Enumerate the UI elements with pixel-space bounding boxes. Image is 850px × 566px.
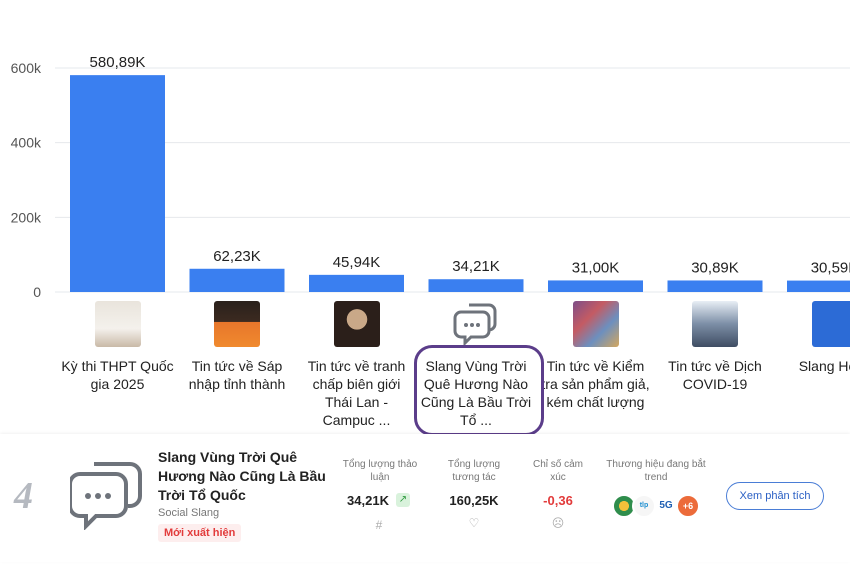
bar[interactable]	[787, 280, 850, 292]
y-tick-label: 600k	[11, 60, 42, 76]
topic-title: Slang Vùng Trời Quê Hương Nào Cũng Là Bầ…	[158, 449, 326, 503]
trend-up-icon: ↗	[396, 493, 410, 507]
y-axis-ticks: 600k 400k 200k 0	[11, 60, 42, 300]
new-badge: Mới xuất hiện	[158, 524, 242, 542]
detail-panel: 4 Slang Vùng Trời Quê Hương Nào Cũng Là …	[0, 434, 850, 562]
category-item[interactable]: Tin tức về Kiểm tra sản phẩm giả, kém ch…	[538, 296, 654, 411]
bar-chart: 600k 400k 200k 0 580,89K 62,23K 45,94K 34,21K 3…	[11, 54, 850, 300]
selected-category-highlight	[414, 345, 544, 436]
discussion-value: 34,21K	[347, 493, 389, 508]
category-item[interactable]: Tin tức về Sáp nhập tỉnh thành	[179, 296, 295, 393]
bar[interactable]	[189, 268, 285, 292]
brands-more-count: +6	[676, 494, 700, 518]
interaction-label: Tổng lượng tương tác	[447, 459, 501, 483]
heart-icon: ♡	[468, 516, 480, 530]
category-thumbnail	[811, 301, 850, 347]
category-item[interactable]: Kỳ thi THPT Quốc gia 2025	[60, 296, 176, 393]
hashtag-icon: #	[375, 518, 383, 532]
bar-value-label: 30,89K	[691, 259, 739, 276]
category-item[interactable]: Tin tức về Dịch COVID-19	[657, 296, 773, 393]
bar[interactable]	[428, 279, 524, 292]
bar-value-label: 30,59K	[811, 260, 850, 277]
category-label: Slang Vùng Trời Quê Hương Nào Cũng Là Bầ…	[420, 358, 532, 428]
interaction-value: 160,25K	[449, 493, 499, 508]
bar[interactable]	[309, 274, 404, 292]
category-label: Tin tức về tranh chấp biên giới Thái Lan…	[307, 358, 406, 428]
category-thumbnail	[333, 301, 380, 347]
brand-logo-2: tlp	[632, 494, 656, 518]
brands-label: Thương hiệu đang bắt trend	[606, 459, 706, 483]
category-label: Tin tức về Dịch COVID-19	[668, 358, 762, 392]
brand-logo-5g: 5G	[654, 494, 678, 518]
category-item[interactable]: Tin tức về tranh chấp biên giới Thái Lan…	[299, 296, 415, 429]
bar[interactable]	[667, 280, 763, 292]
view-analysis-button[interactable]: Xem phân tích	[726, 482, 824, 510]
discussion-label: Tổng lượng thảo luận	[342, 459, 418, 483]
chat-bubbles-icon	[68, 458, 142, 531]
bar-value-label: 580,89K	[90, 54, 146, 71]
bar-value-label: 34,21K	[452, 258, 500, 275]
category-thumbnail	[214, 301, 260, 347]
bar[interactable]	[70, 75, 165, 292]
bar-value-label: 62,23K	[213, 248, 261, 265]
category-item[interactable]: Slang Hẹ H	[777, 296, 850, 375]
category-item[interactable]: Slang Vùng Trời Quê Hương Nào Cũng Là Bầ…	[418, 296, 534, 429]
category-label: Kỳ thi THPT Quốc gia 2025	[61, 358, 174, 392]
y-tick-label: 400k	[11, 135, 42, 151]
chat-bubbles-icon	[453, 301, 499, 347]
category-label: Slang Hẹ H	[798, 358, 850, 374]
category-thumbnail	[692, 301, 738, 347]
y-tick-label: 200k	[11, 209, 42, 225]
face-icon: ☹	[551, 516, 565, 530]
bar-value-label: 31,00K	[572, 259, 620, 276]
topic-category: Social Slang	[158, 507, 220, 519]
bar-value-label: 45,94K	[333, 254, 381, 271]
category-thumbnail	[572, 301, 619, 347]
chart-bars	[70, 75, 850, 292]
sentiment-label: Chỉ số cảm xúc	[532, 459, 583, 483]
category-label: Tin tức về Kiểm tra sản phẩm giả, kém ch…	[541, 358, 650, 410]
rank-number: 4	[14, 475, 33, 517]
category-label: Tin tức về Sáp nhập tỉnh thành	[188, 358, 286, 392]
sentiment-value: -0,36	[543, 493, 573, 508]
bar-value-labels: 580,89K 62,23K 45,94K 34,21K 31,00K 30,89K 30,…	[90, 54, 850, 276]
bar[interactable]	[548, 280, 643, 292]
category-thumbnail	[94, 301, 141, 347]
y-tick-label: 0	[33, 284, 41, 300]
